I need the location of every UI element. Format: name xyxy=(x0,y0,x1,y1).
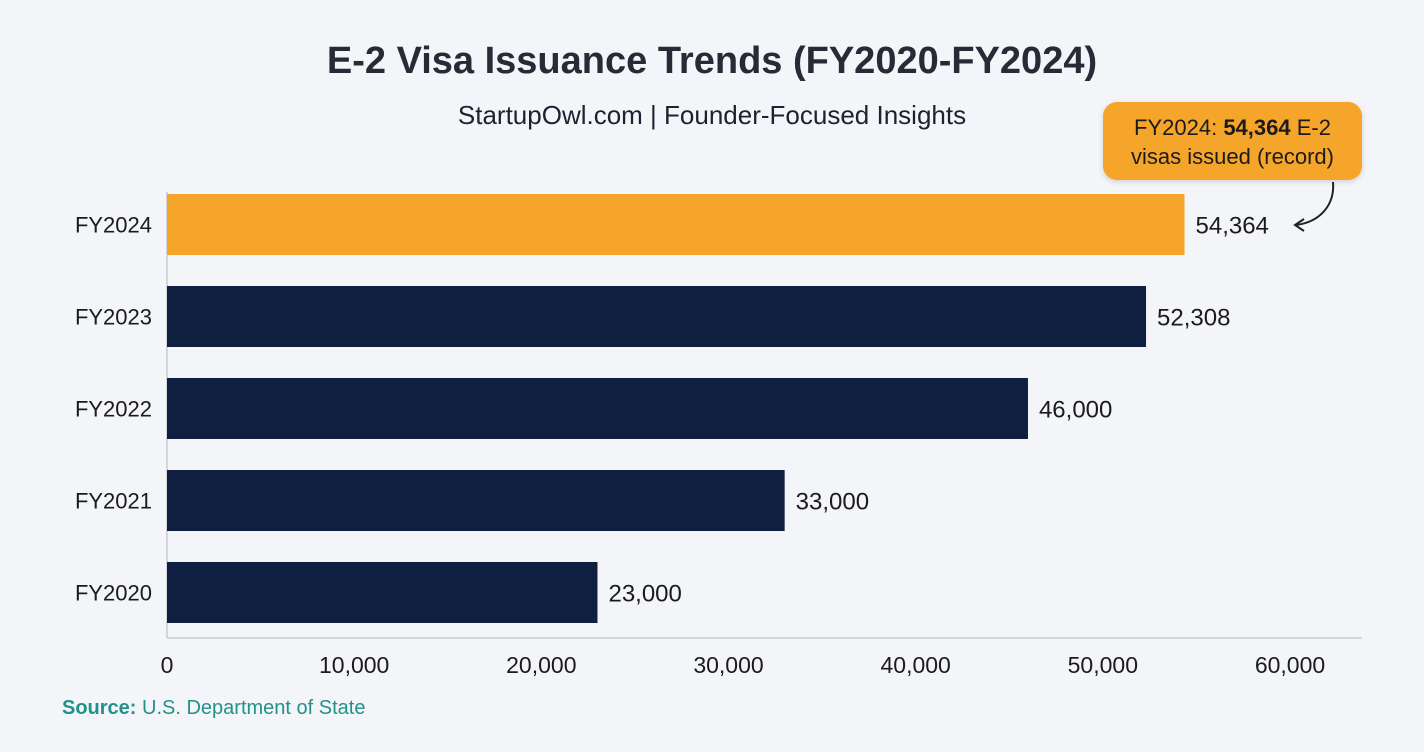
x-tick-label: 30,000 xyxy=(693,652,763,678)
x-tick-label: 50,000 xyxy=(1068,652,1138,678)
value-label-fy2021: 33,000 xyxy=(796,489,869,516)
record-callout: FY2024: 54,364 E-2 visas issued (record) xyxy=(1103,102,1362,180)
callout-prefix: FY2024: xyxy=(1134,115,1224,140)
category-label-fy2024: FY2024 xyxy=(75,213,152,238)
x-tick-label: 0 xyxy=(161,652,174,678)
source-text: U.S. Department of State xyxy=(136,697,366,719)
callout-suffix: E-2 xyxy=(1290,115,1331,140)
bar-fy2024 xyxy=(167,194,1185,255)
bar-fy2022 xyxy=(167,378,1028,439)
chart-subtitle: StartupOwl.com | Founder-Focused Insight… xyxy=(457,100,967,130)
x-tick-label: 60,000 xyxy=(1255,652,1325,678)
value-label-fy2020: 23,000 xyxy=(608,581,681,608)
bar-fy2023 xyxy=(167,286,1147,347)
value-label-fy2023: 52,308 xyxy=(1157,305,1230,332)
arrowhead-icon xyxy=(1293,218,1305,232)
bar-fy2021 xyxy=(167,470,785,531)
chart-title: E-2 Visa Issuance Trends (FY2020-FY2024) xyxy=(326,40,1098,82)
category-label-fy2020: FY2020 xyxy=(75,581,152,606)
category-label-fy2023: FY2023 xyxy=(75,305,152,330)
callout-line2: visas issued (record) xyxy=(1131,144,1334,169)
category-label-fy2022: FY2022 xyxy=(75,397,152,422)
source-note: Source: U.S. Department of State xyxy=(62,697,365,720)
value-label-fy2022: 46,000 xyxy=(1039,397,1112,424)
callout-value: 54,364 xyxy=(1223,115,1291,140)
x-tick-label: 10,000 xyxy=(319,652,389,678)
x-tick-label: 20,000 xyxy=(506,652,576,678)
x-tick-label: 40,000 xyxy=(880,652,950,678)
source-label: Source: xyxy=(62,697,137,719)
callout-arrow xyxy=(1295,181,1335,226)
value-label-fy2024: 54,364 xyxy=(1196,213,1269,240)
bar-fy2020 xyxy=(167,562,598,623)
category-label-fy2021: FY2021 xyxy=(75,489,152,514)
